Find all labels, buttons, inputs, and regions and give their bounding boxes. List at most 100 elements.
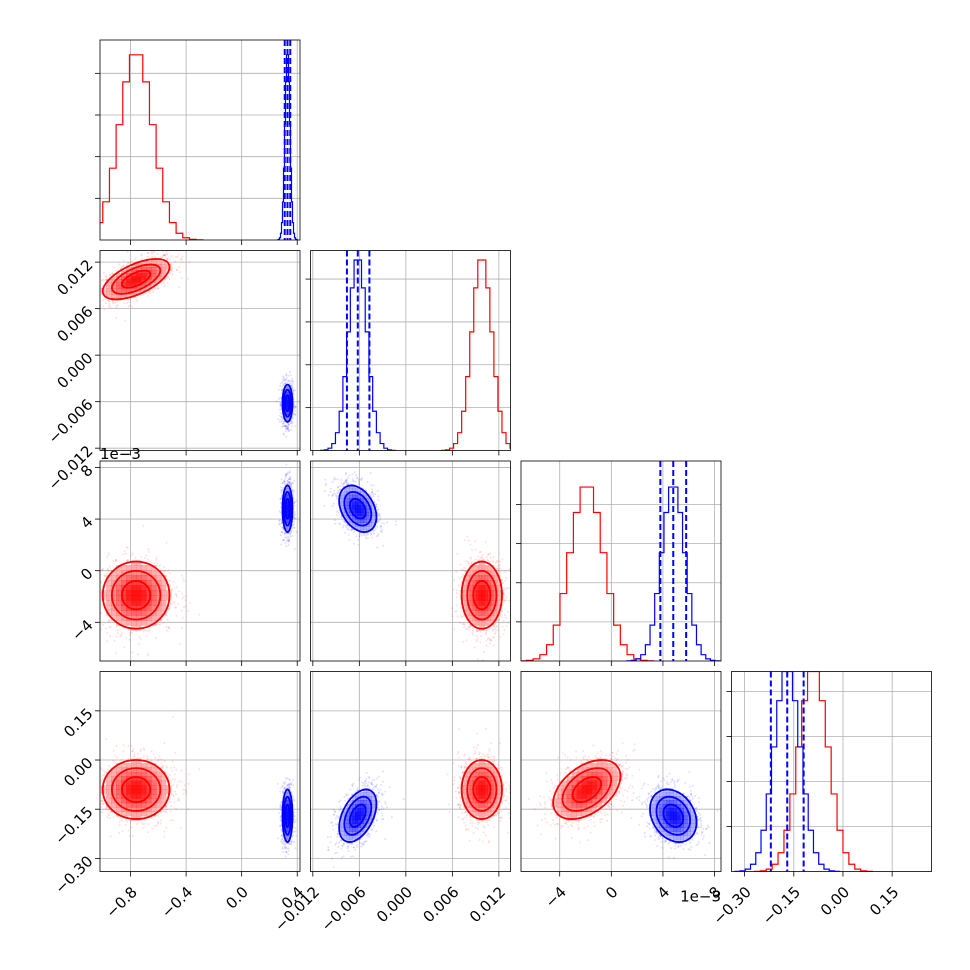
sample-point <box>174 248 176 250</box>
sample-point <box>283 384 285 387</box>
sample-point <box>154 637 157 639</box>
sample-point <box>188 261 191 264</box>
sample-point <box>506 586 509 589</box>
density-cell <box>286 417 288 421</box>
sample-point <box>166 281 169 284</box>
sample-point <box>91 294 93 296</box>
sample-point <box>479 641 482 644</box>
density-cell <box>161 600 167 606</box>
density-cell <box>126 276 132 280</box>
sample-point <box>167 276 170 279</box>
contour-blue <box>281 484 294 533</box>
sample-point <box>294 517 297 520</box>
sample-point <box>103 574 106 577</box>
sample-point <box>476 636 479 639</box>
sample-point <box>492 629 495 632</box>
sample-point <box>281 481 284 484</box>
sample-point <box>114 560 117 563</box>
sample-point <box>176 269 178 272</box>
density-cell <box>286 411 288 415</box>
sample-point <box>277 418 279 421</box>
sample-point <box>178 286 181 289</box>
density-cell <box>106 580 112 586</box>
sample-point <box>463 623 466 626</box>
sample-point <box>123 549 126 552</box>
density-cell <box>111 570 117 576</box>
sample-point <box>131 554 133 557</box>
density-cell <box>106 595 112 601</box>
sample-point <box>467 562 470 565</box>
density-cell <box>141 565 147 571</box>
sample-point <box>284 542 287 544</box>
sample-point <box>508 599 511 602</box>
sample-point <box>468 628 471 631</box>
sample-point <box>183 580 185 583</box>
sample-point <box>282 539 285 542</box>
sample-point <box>292 491 295 494</box>
sample-point <box>97 592 99 594</box>
sample-point <box>290 481 293 484</box>
sample-point <box>293 479 296 482</box>
sample-point <box>94 299 96 301</box>
panel-content <box>95 463 300 657</box>
sample-point <box>180 257 182 260</box>
sample-point <box>286 380 289 383</box>
density-cell <box>146 279 152 283</box>
sample-point <box>147 548 150 551</box>
sample-point <box>277 388 280 391</box>
sample-point <box>280 520 283 523</box>
sample-point <box>281 526 284 529</box>
sample-point <box>79 296 81 298</box>
sample-point <box>180 260 183 263</box>
sample-point <box>169 269 172 272</box>
sample-point <box>492 636 494 639</box>
sample-point <box>288 423 290 426</box>
sample-point <box>109 635 111 638</box>
density-cell <box>288 487 290 492</box>
sample-point <box>96 299 98 301</box>
sample-point <box>279 403 282 405</box>
sample-point <box>466 535 469 538</box>
histogram-red <box>440 259 511 451</box>
sample-point <box>163 569 166 572</box>
sample-point <box>156 564 159 567</box>
sample-point <box>291 488 294 491</box>
sample-point <box>126 546 129 549</box>
sample-point <box>112 559 114 562</box>
sample-point <box>500 579 503 582</box>
density-cell <box>126 610 132 616</box>
sample-point <box>97 567 99 569</box>
sample-point <box>281 378 284 381</box>
sample-point <box>502 582 505 584</box>
density-cell <box>141 610 147 616</box>
sample-point <box>485 556 488 559</box>
sample-point <box>462 615 465 618</box>
contour-blue <box>284 497 291 520</box>
sample-point <box>293 548 296 551</box>
density-red <box>101 559 172 631</box>
sample-point <box>96 297 98 299</box>
sample-point <box>462 640 465 643</box>
sample-point <box>453 579 455 582</box>
sample-point <box>285 532 287 535</box>
sample-point <box>120 634 123 637</box>
sample-point <box>502 592 505 595</box>
sample-point <box>289 371 291 374</box>
sample-point <box>294 513 296 516</box>
sample-point <box>283 533 286 536</box>
sample-point <box>122 264 125 267</box>
density-cell <box>121 580 127 586</box>
sample-point <box>171 267 174 270</box>
sample-point <box>287 544 290 546</box>
sample-point <box>293 489 296 492</box>
sample-point <box>286 427 289 430</box>
sample-point <box>174 245 176 247</box>
sample-point <box>163 254 166 257</box>
sample-point <box>283 425 286 428</box>
sample-point <box>167 625 170 628</box>
sample-point <box>174 593 177 596</box>
density-cell <box>161 270 167 274</box>
density-cell <box>286 508 288 513</box>
sample-point <box>95 593 97 595</box>
density-cell <box>121 595 127 601</box>
